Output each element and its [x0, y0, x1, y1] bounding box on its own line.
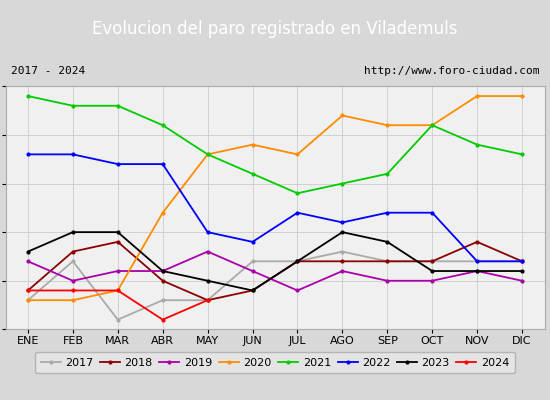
Text: http://www.foro-ciudad.com: http://www.foro-ciudad.com: [364, 66, 539, 76]
Text: 2017 - 2024: 2017 - 2024: [11, 66, 85, 76]
Legend: 2017, 2018, 2019, 2020, 2021, 2022, 2023, 2024: 2017, 2018, 2019, 2020, 2021, 2022, 2023…: [35, 352, 515, 373]
Text: Evolucion del paro registrado en Vilademuls: Evolucion del paro registrado en Viladem…: [92, 20, 458, 38]
